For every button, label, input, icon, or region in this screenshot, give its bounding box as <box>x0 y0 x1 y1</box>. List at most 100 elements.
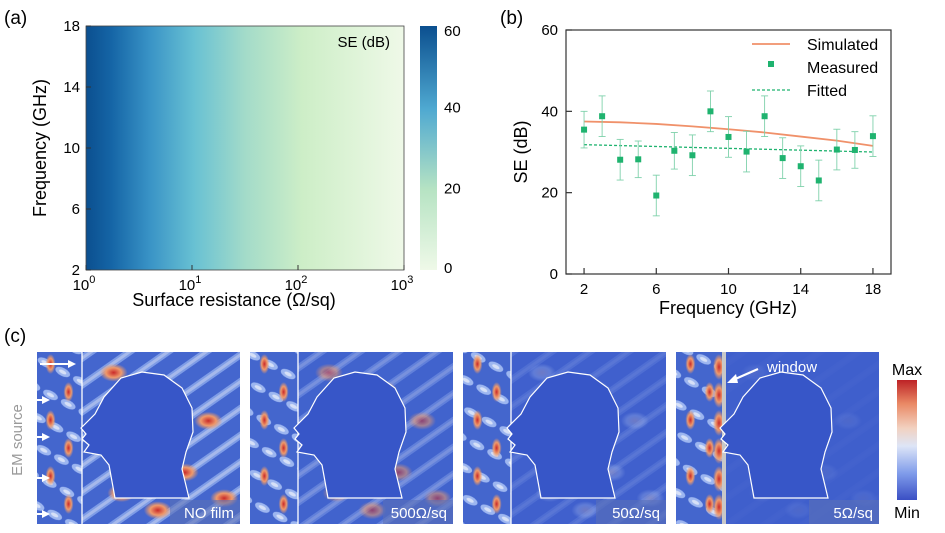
heatmap-colorbar-tick-label: 20 <box>444 181 461 198</box>
se-legend: Simulated Measured Fitted <box>752 37 878 100</box>
source-hotspot <box>472 466 483 486</box>
source-hotspot <box>491 494 502 514</box>
se-y-tick-label: 0 <box>550 266 558 283</box>
se-x-axis-label: Frequency (GHz) <box>659 298 797 318</box>
window-arrow <box>732 367 759 382</box>
transmitted-hotspot <box>784 501 813 520</box>
source-hotspot <box>259 466 270 486</box>
heatmap-x-tick-exponent: 0 <box>89 274 95 286</box>
transmitted-hotspot <box>408 411 436 430</box>
source-hotspot <box>278 382 289 402</box>
source-region <box>250 352 298 524</box>
se-y-axis-label: SE (dB) <box>511 120 531 183</box>
heatmap-y-axis-label: Frequency (GHz) <box>30 79 50 217</box>
source-hotspot <box>259 354 270 374</box>
field-label-bg <box>809 500 879 524</box>
measured-point <box>671 147 678 154</box>
se-series <box>580 90 877 217</box>
heatmap-y-tick-label: 6 <box>72 201 80 218</box>
measured-point <box>599 113 606 120</box>
source-region <box>463 352 511 524</box>
measured-point-group <box>851 131 859 169</box>
heatmap-y-tick-label: 18 <box>63 18 80 35</box>
heatmap-x-axis-label: Surface resistance (Ω/sq) <box>132 290 336 310</box>
panel-label-b: (b) <box>500 8 523 29</box>
source-hotspot <box>63 494 74 514</box>
source-hotspot <box>472 410 483 430</box>
measured-point <box>635 156 642 163</box>
measured-point <box>653 192 660 199</box>
transmitted-hotspot <box>143 501 172 520</box>
se-x-tick-label: 2 <box>580 281 588 298</box>
measured-point <box>761 113 768 120</box>
legend-label-measured: Measured <box>807 60 878 77</box>
source-hotspot <box>704 438 715 458</box>
heatmap-x-tick-exponent: 3 <box>407 274 413 286</box>
window-arrow-head <box>727 374 738 383</box>
head-silhouette <box>506 371 620 499</box>
field-label: 5Ω/sq <box>833 505 873 522</box>
transmitted-hotspot <box>571 501 600 520</box>
se-axes: 2 6 10 14 18 0 20 40 60 <box>541 22 881 298</box>
source-hotspot <box>685 410 696 430</box>
se-y-tick-label: 20 <box>541 185 558 202</box>
field-map-1: NO film <box>37 352 240 524</box>
measured-point <box>743 148 750 155</box>
source-hotspot <box>45 410 56 430</box>
measured-point-group <box>580 110 588 149</box>
heatmap-colorbar-tick-label: 0 <box>444 260 452 277</box>
heatmap-x-tick-exponent: 1 <box>195 274 201 286</box>
measured-point <box>779 155 786 162</box>
panel-label-a: (a) <box>4 8 27 29</box>
heatmap-x-tick-label: 103 <box>391 274 414 294</box>
measured-point-group <box>797 145 805 188</box>
legend-label-simulated: Simulated <box>807 37 878 54</box>
field-map-3: 50Ω/sq <box>463 352 666 524</box>
source-hotspot <box>491 438 502 458</box>
source-arrow-head <box>42 433 50 441</box>
window-label: window <box>766 359 817 376</box>
source-hotspot <box>685 354 696 374</box>
fitted-line <box>584 144 873 153</box>
legend-measured-swatch <box>768 61 774 67</box>
source-hotspot <box>278 438 289 458</box>
measured-point-group <box>706 90 714 133</box>
source-hotspot <box>63 438 74 458</box>
measured-point-group <box>869 115 877 157</box>
se-x-tick-label: 10 <box>720 281 737 298</box>
source-hotspot <box>63 382 74 402</box>
measured-point-group <box>761 95 769 137</box>
transmitted-hotspot <box>358 501 387 520</box>
heatmap-colorbar <box>420 26 437 270</box>
measured-point <box>815 177 822 184</box>
heatmap-y-tick-label: 2 <box>72 262 80 279</box>
legend-label-fitted: Fitted <box>807 83 847 100</box>
field-label: 500Ω/sq <box>391 505 447 522</box>
source-hotspot <box>685 466 696 486</box>
measured-point-group <box>670 132 678 170</box>
heatmap-colorbar-tick-label: 60 <box>444 23 461 40</box>
measured-point <box>833 146 840 153</box>
field-colorbar-min: Min <box>894 505 920 522</box>
heatmap-colorbar-tick-label: 40 <box>444 99 461 116</box>
field-label-bg <box>596 500 666 524</box>
window-annotation: window <box>727 359 817 383</box>
field-label-bg <box>170 500 240 524</box>
field-label-bg <box>383 500 453 524</box>
se-y-tick-label: 40 <box>541 103 558 120</box>
transmitted-hotspot <box>621 411 649 430</box>
transmitted-hotspot <box>834 411 862 430</box>
head-silhouette <box>719 371 833 499</box>
measured-point <box>851 146 858 153</box>
source-hotspot <box>704 382 715 402</box>
measured-point <box>581 126 588 133</box>
heatmap-y-tick-label: 14 <box>63 79 80 96</box>
measured-point-group <box>743 130 751 173</box>
se-x-tick-label: 6 <box>652 281 660 298</box>
field-colorbar-max: Max <box>892 362 922 379</box>
measured-point-group <box>652 174 660 217</box>
source-hotspot <box>259 410 270 430</box>
